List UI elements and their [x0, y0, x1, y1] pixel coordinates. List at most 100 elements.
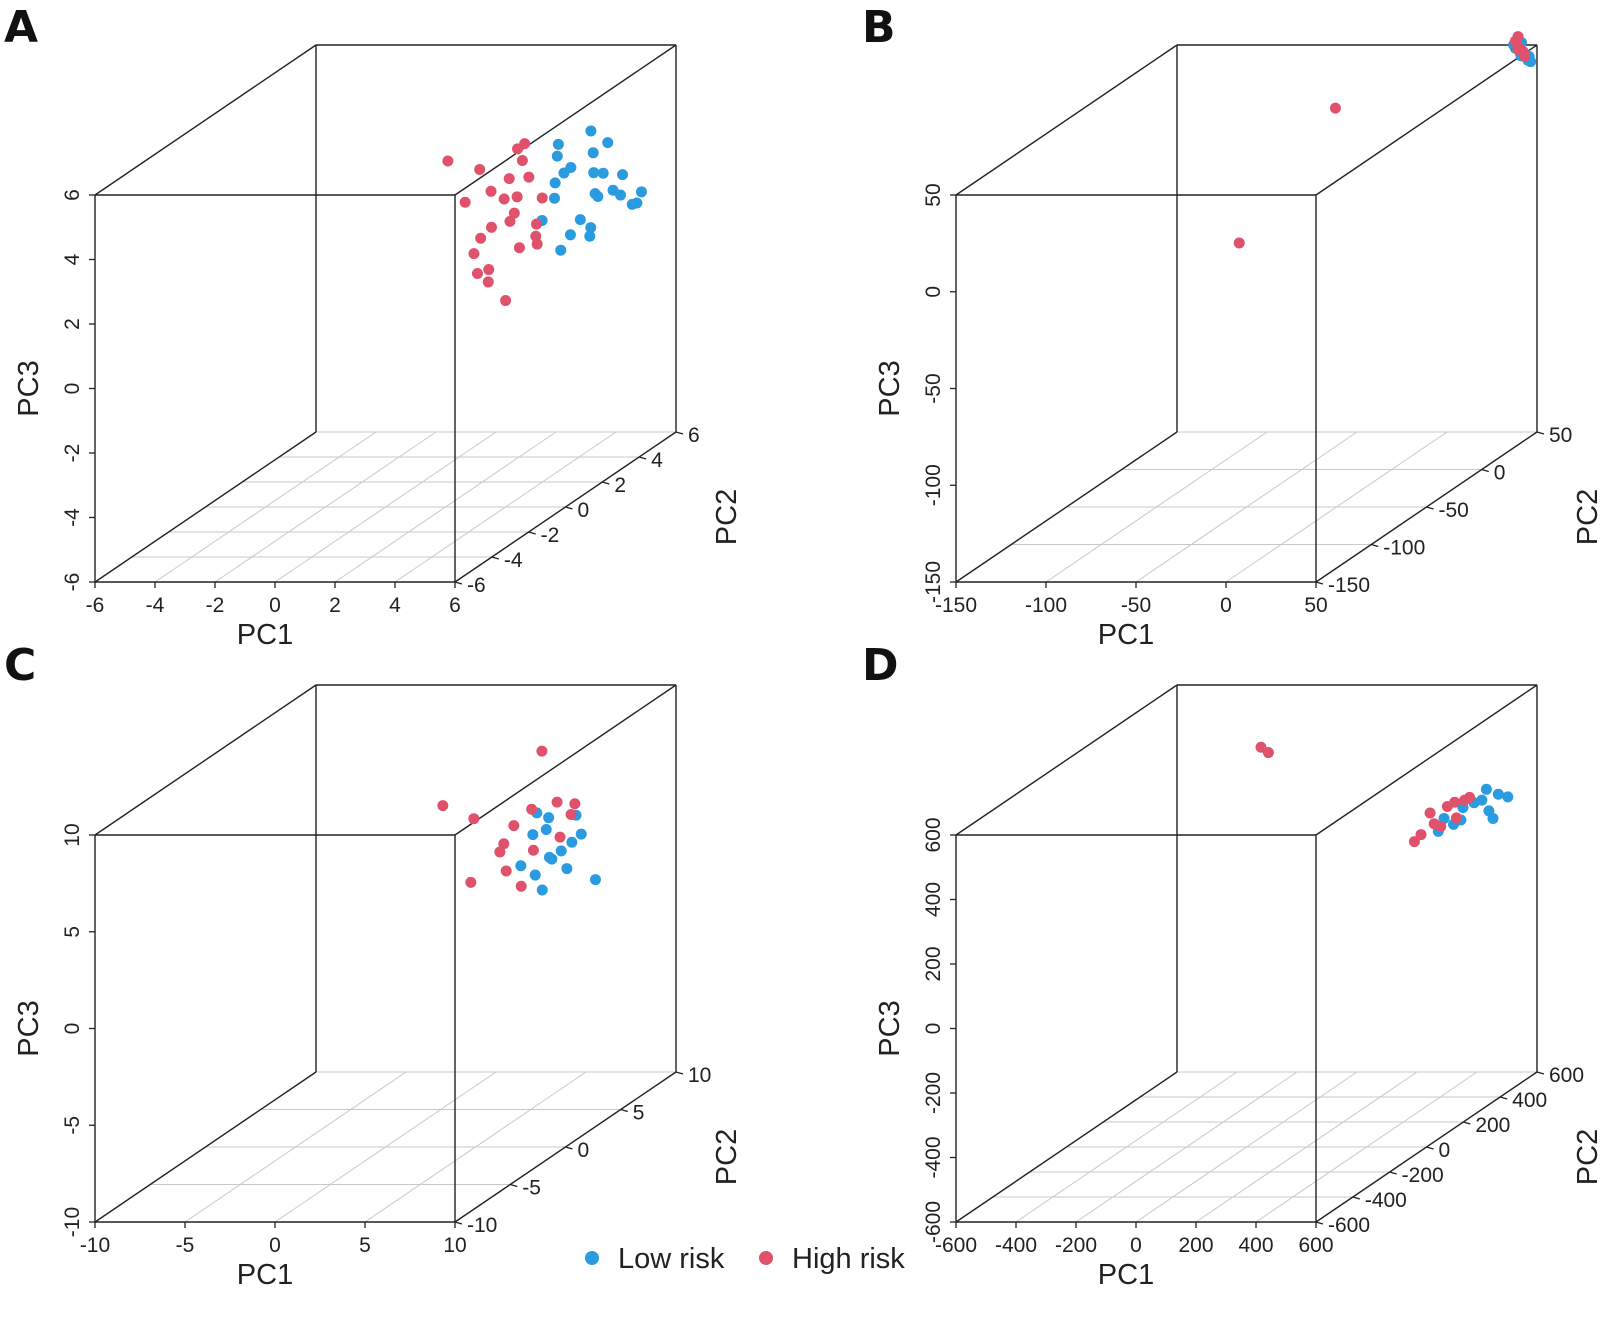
- point-high-risk: [515, 880, 527, 892]
- y-tick-label: -2: [541, 524, 560, 547]
- point-high-risk: [526, 803, 538, 815]
- point-high-risk: [471, 268, 483, 279]
- y-tick-mark: [602, 481, 610, 485]
- y-tick-label: 0: [1494, 462, 1506, 485]
- z-axis-title: PC3: [874, 1000, 906, 1056]
- y-tick-label: -4: [504, 549, 523, 572]
- y-tick-label: 600: [1549, 1064, 1584, 1087]
- point-high-risk: [503, 173, 515, 185]
- z-tick-label: -150: [922, 561, 945, 603]
- box-edge: [94, 44, 317, 196]
- y-tick-mark: [565, 506, 573, 510]
- point-low-risk: [574, 214, 586, 226]
- point-high-risk: [516, 155, 528, 166]
- z-tick-label: 0: [922, 286, 945, 298]
- y-axis-title: PC2: [1572, 489, 1604, 545]
- point-high-risk: [482, 276, 494, 288]
- x-tick-label: 50: [1304, 594, 1327, 617]
- point-low-risk: [546, 853, 558, 865]
- y-tick-label: -150: [1328, 574, 1370, 597]
- point-low-risk: [543, 812, 555, 824]
- legend-label-low-risk: Low risk: [618, 1243, 725, 1275]
- y-tick-label: 4: [651, 449, 663, 472]
- point-high-risk: [494, 846, 506, 858]
- box-edge: [955, 684, 1178, 836]
- x-tick-label: 2: [329, 594, 341, 617]
- point-low-risk: [527, 829, 539, 841]
- legend: Low risk High risk: [585, 1243, 905, 1275]
- z-tick-label: -100: [922, 464, 945, 506]
- point-low-risk: [635, 186, 647, 198]
- y-tick-mark: [1389, 1171, 1397, 1175]
- z-tick-label: -6: [61, 573, 84, 592]
- point-high-risk: [468, 813, 480, 825]
- z-tick-label: 600: [922, 817, 945, 852]
- y-tick-mark: [454, 581, 463, 585]
- point-high-risk: [519, 138, 531, 150]
- y-axis-title: PC2: [711, 1129, 743, 1185]
- y-tick-mark: [1426, 506, 1434, 510]
- point-low-risk: [585, 125, 597, 137]
- point-high-risk: [523, 171, 535, 183]
- x-axis-title: PC1: [237, 1259, 293, 1291]
- box-edge: [1315, 44, 1538, 196]
- y-tick-label: -200: [1402, 1164, 1444, 1187]
- point-high-risk: [485, 221, 497, 233]
- z-tick-label: 400: [922, 882, 945, 917]
- box-edge: [94, 1071, 317, 1223]
- point-low-risk: [602, 137, 614, 149]
- y-tick-mark: [638, 456, 647, 460]
- z-tick-label: 0: [61, 383, 84, 395]
- box-edge: [955, 431, 1178, 583]
- point-high-risk: [475, 232, 487, 244]
- y-tick-mark: [1481, 468, 1489, 473]
- point-high-risk: [508, 820, 520, 832]
- point-low-risk: [588, 167, 600, 179]
- y-tick-mark: [454, 1221, 463, 1225]
- y-tick-label: -100: [1383, 537, 1425, 560]
- panel-letter-d: D: [862, 640, 899, 691]
- x-tick-label: 5: [359, 1234, 371, 1257]
- y-tick-label: 10: [688, 1064, 711, 1087]
- point-low-risk: [584, 230, 596, 242]
- point-high-risk: [442, 155, 454, 167]
- point-high-risk: [1415, 829, 1427, 841]
- z-axis-title: PC3: [874, 360, 906, 416]
- y-tick-label: 200: [1475, 1114, 1510, 1137]
- y-tick-mark: [1463, 1121, 1471, 1125]
- point-low-risk: [1487, 812, 1499, 824]
- point-low-risk: [564, 229, 576, 241]
- point-high-risk: [1262, 747, 1274, 759]
- point-high-risk: [485, 185, 497, 197]
- x-tick-label: 10: [443, 1234, 466, 1257]
- point-high-risk: [1459, 794, 1471, 806]
- point-high-risk: [468, 248, 480, 260]
- legend-label-high-risk: High risk: [792, 1243, 905, 1275]
- point-high-risk: [508, 207, 520, 219]
- x-tick-label: -150: [935, 594, 977, 617]
- y-tick-label: 400: [1512, 1089, 1547, 1112]
- x-tick-label: 0: [269, 594, 281, 617]
- point-high-risk: [536, 192, 548, 204]
- y-tick-mark: [1371, 543, 1379, 548]
- point-high-risk: [569, 798, 581, 810]
- point-low-risk: [1480, 783, 1492, 795]
- x-tick-label: 400: [1238, 1234, 1273, 1257]
- point-high-risk: [511, 191, 523, 203]
- point-low-risk: [617, 169, 629, 181]
- y-axis-title: PC2: [711, 489, 743, 545]
- point-high-risk: [513, 242, 525, 254]
- y-tick-label: -5: [522, 1177, 541, 1200]
- y-tick-mark: [1352, 1196, 1361, 1200]
- point-low-risk: [549, 177, 561, 189]
- point-high-risk: [483, 264, 495, 276]
- point-low-risk: [555, 244, 567, 256]
- point-low-risk: [587, 147, 599, 159]
- z-tick-label: -5: [61, 1116, 84, 1135]
- y-tick-mark: [1426, 1146, 1434, 1150]
- y-tick-label: 5: [633, 1102, 645, 1125]
- x-tick-label: -400: [995, 1234, 1037, 1257]
- z-axis-title: PC3: [13, 360, 45, 416]
- y-tick-label: -600: [1328, 1214, 1370, 1237]
- point-low-risk: [536, 884, 548, 896]
